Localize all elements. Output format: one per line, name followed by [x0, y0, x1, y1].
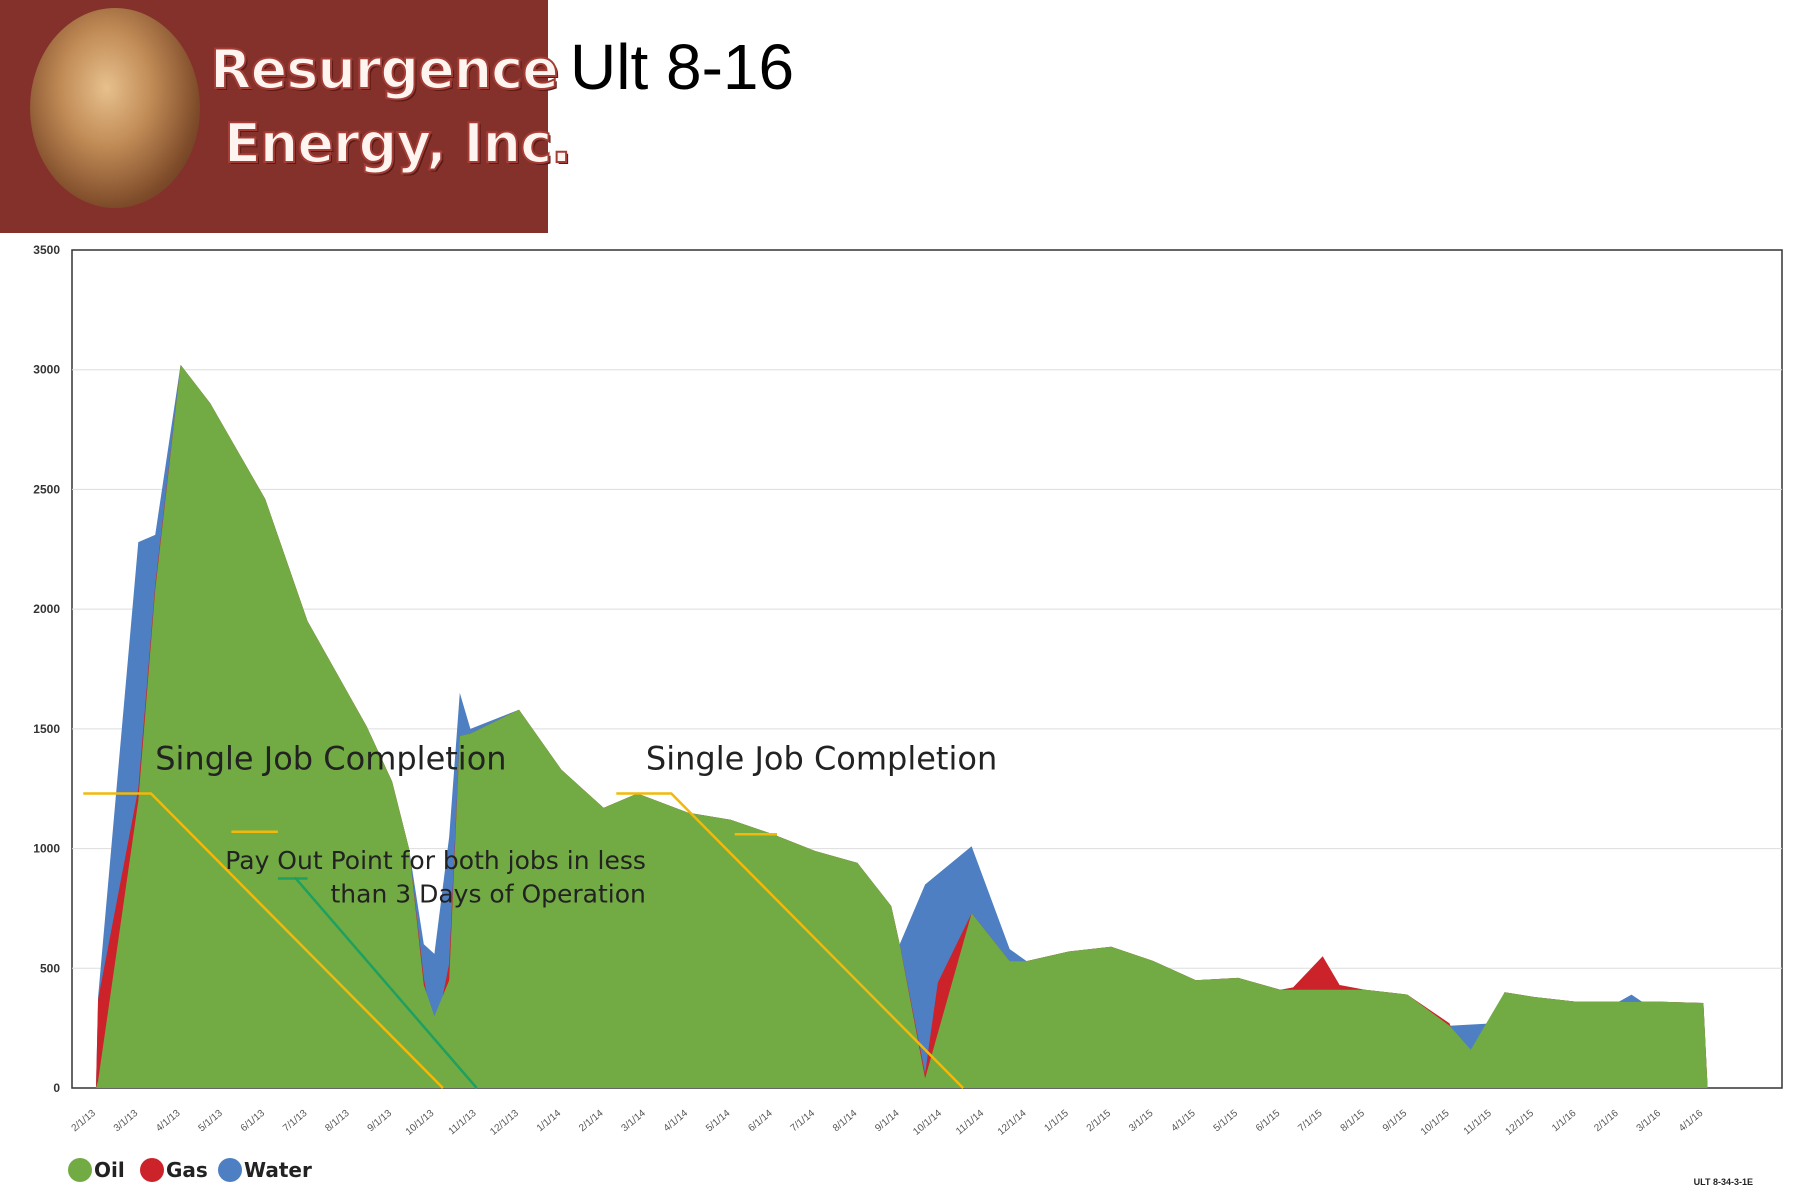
completion-annotation: Single Job Completion [646, 740, 997, 778]
marker-line [616, 792, 964, 1089]
chart-footnote: ULT 8-34-3-1E [1693, 1177, 1753, 1187]
payout-annotation: Pay Out Point for both jobs in less [225, 846, 646, 875]
series-area-oil [96, 364, 1708, 1088]
legend-item-oil: Oil [68, 1158, 125, 1182]
y-tick-label: 3500 [33, 243, 60, 257]
y-tick-label: 500 [40, 961, 60, 975]
x-tick-label: 12/1/15 [1503, 1108, 1536, 1138]
x-tick-label: 12/1/13 [488, 1108, 521, 1138]
x-tick-label: 7/1/15 [1296, 1108, 1325, 1135]
x-tick-label: 10/1/13 [404, 1108, 437, 1138]
y-tick-label: 1500 [33, 722, 60, 736]
thor-medallion-image [30, 8, 200, 208]
x-tick-label: 9/1/13 [366, 1108, 395, 1135]
logo-text-line2: Energy, Inc. [223, 111, 573, 176]
y-tick-label: 0 [53, 1081, 60, 1095]
logo-text-line1: Resurgence [209, 37, 560, 102]
legend-water-label: Water [244, 1158, 312, 1182]
legend-oil-label: Oil [94, 1158, 125, 1182]
x-tick-label: 8/1/13 [323, 1108, 352, 1135]
x-tick-label: 5/1/14 [704, 1108, 733, 1135]
legend-water-swatch [218, 1158, 242, 1182]
y-tick-label: 1000 [33, 842, 60, 856]
legend-oil-swatch [68, 1158, 92, 1182]
y-tick-label: 3000 [33, 363, 60, 377]
x-tick-label: 8/1/14 [831, 1108, 860, 1135]
x-tick-label: 6/1/15 [1254, 1108, 1283, 1135]
x-tick-label: 2/1/16 [1592, 1108, 1621, 1135]
x-tick-label: 6/1/14 [746, 1108, 775, 1135]
x-tick-label: 2/1/14 [577, 1108, 606, 1135]
x-tick-label: 5/1/15 [1212, 1108, 1241, 1135]
x-tick-label: 4/1/13 [154, 1108, 183, 1135]
page-title: Ult 8-16 [570, 31, 795, 103]
x-tick-label: 7/1/14 [789, 1108, 818, 1135]
x-tick-label: 11/1/14 [954, 1108, 986, 1138]
x-tick-label: 1/1/15 [1042, 1108, 1071, 1135]
x-tick-label: 10/1/14 [911, 1108, 944, 1138]
payout-annotation: than 3 Days of Operation [330, 879, 645, 908]
x-tick-label: 3/1/14 [619, 1108, 648, 1135]
x-tick-label: 2/1/13 [70, 1108, 99, 1135]
legend-item-gas: Gas [140, 1158, 208, 1182]
legend-gas-label: Gas [166, 1158, 208, 1182]
legend-item-water: Water [218, 1158, 312, 1182]
x-tick-label: 7/1/13 [281, 1108, 310, 1135]
y-tick-label: 2000 [33, 602, 60, 616]
x-tick-label: 3/1/15 [1127, 1108, 1156, 1135]
x-tick-label: 4/1/16 [1677, 1108, 1706, 1135]
x-tick-label: 4/1/15 [1169, 1108, 1198, 1135]
x-tick-label: 3/1/16 [1635, 1108, 1664, 1135]
x-tick-label: 6/1/13 [239, 1108, 268, 1135]
marker-line [83, 792, 444, 1089]
x-tick-label: 5/1/13 [196, 1108, 225, 1135]
x-tick-label: 2/1/15 [1085, 1108, 1114, 1135]
marker-line [293, 876, 478, 1089]
x-tick-label: 9/1/15 [1381, 1108, 1410, 1135]
x-tick-label: 11/1/13 [447, 1108, 479, 1138]
x-tick-label: 9/1/14 [873, 1108, 902, 1135]
x-tick-label: 11/1/15 [1462, 1108, 1494, 1138]
x-tick-label: 10/1/15 [1419, 1108, 1452, 1138]
x-tick-label: 1/1/16 [1550, 1108, 1579, 1135]
legend-gas-swatch [140, 1158, 164, 1182]
x-tick-label: 8/1/15 [1339, 1108, 1368, 1135]
production-area-chart: 0 500 1000 1500 2000 2500 3000 3500 2/1/13 3/1/13… [33, 243, 1783, 1138]
x-tick-label: 12/1/14 [996, 1108, 1029, 1138]
x-tick-label: 3/1/13 [112, 1108, 141, 1135]
completion-annotation: Single Job Completion [155, 740, 506, 778]
x-tick-label: 4/1/14 [662, 1108, 691, 1135]
x-tick-label: 1/1/14 [535, 1108, 564, 1135]
company-logo: Resurgence Energy, Inc. [0, 0, 573, 233]
y-tick-label: 2500 [33, 482, 60, 496]
